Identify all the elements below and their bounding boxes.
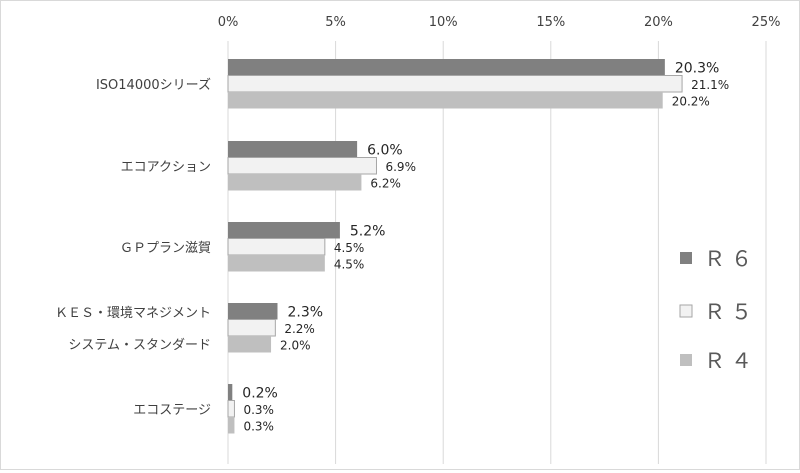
legend-swatch [680, 354, 692, 366]
category-label: ISO14000シリーズ [96, 77, 211, 93]
data-label: 0.3% [243, 419, 274, 433]
data-label: 2.3% [287, 304, 323, 320]
data-label: 2.0% [280, 338, 311, 352]
legend-swatch [679, 304, 693, 318]
x-tick-label: 25% [752, 15, 781, 30]
bar [227, 400, 235, 418]
data-label: 4.5% [334, 257, 365, 271]
bar [228, 336, 272, 353]
category-label: エコアクション [121, 160, 211, 175]
data-label: 20.3% [675, 60, 719, 76]
x-tick-label: 20% [644, 15, 673, 30]
category-label: エコステージ [133, 403, 211, 418]
category-label: ＫＥＳ・環境マネジメント [55, 306, 211, 321]
legend-label: Ｒ４ [704, 349, 758, 373]
legend-swatch [680, 252, 692, 264]
bar [228, 255, 325, 272]
legend-label: Ｒ５ [704, 300, 758, 324]
bar [227, 75, 683, 93]
data-label: 20.2% [672, 94, 710, 108]
bar [228, 222, 340, 239]
data-label: 6.9% [385, 160, 416, 174]
data-label: 2.2% [284, 322, 315, 336]
x-tick-label: 5% [325, 15, 346, 30]
x-tick-label: 0% [218, 15, 239, 30]
bar [228, 174, 362, 191]
x-tick-label: 15% [536, 15, 565, 30]
category-label: ＧＰプラン滋賀 [120, 241, 211, 256]
bar [228, 417, 235, 434]
category-label: システム・スタンダード [68, 338, 211, 353]
data-label: 0.2% [242, 385, 278, 401]
x-tick-label: 10% [429, 15, 458, 30]
bar [228, 92, 663, 109]
bar [228, 59, 665, 76]
data-label: 5.2% [350, 223, 386, 239]
bar [228, 384, 233, 401]
data-label: 6.2% [370, 176, 401, 190]
data-label: 4.5% [334, 241, 365, 255]
bar [228, 141, 358, 158]
data-label: 21.1% [691, 78, 729, 92]
bar [227, 238, 326, 256]
legend-label: Ｒ６ [704, 247, 758, 271]
data-label: 6.0% [367, 142, 403, 158]
bar [228, 303, 278, 320]
bar [227, 157, 377, 175]
data-label: 0.3% [243, 403, 274, 417]
bar [227, 319, 276, 337]
